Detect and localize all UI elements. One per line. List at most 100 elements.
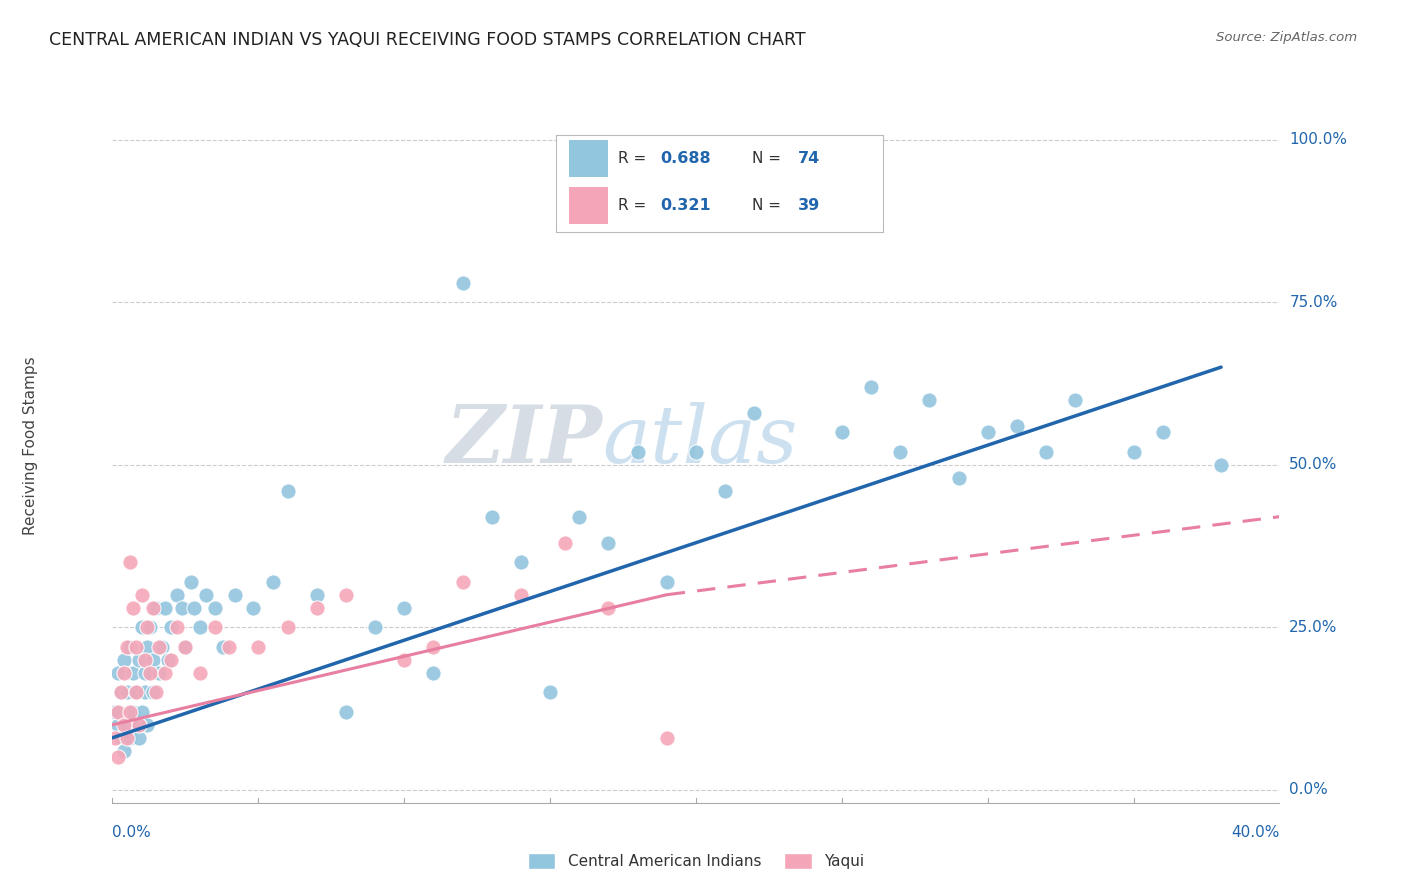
Point xyxy=(131,620,153,634)
Point xyxy=(305,588,328,602)
Point xyxy=(1209,458,1232,472)
Point xyxy=(481,509,503,524)
Point xyxy=(122,705,145,719)
Point xyxy=(134,665,156,680)
Point xyxy=(392,653,416,667)
Text: atlas: atlas xyxy=(603,402,799,480)
Text: 0.0%: 0.0% xyxy=(1289,782,1329,797)
Point xyxy=(247,640,270,654)
Point xyxy=(305,600,328,615)
Point xyxy=(174,640,197,654)
Text: Source: ZipAtlas.com: Source: ZipAtlas.com xyxy=(1216,31,1357,45)
Point xyxy=(142,685,165,699)
Point xyxy=(212,640,235,654)
Point xyxy=(142,600,165,615)
Point xyxy=(122,665,145,680)
Point xyxy=(918,392,941,407)
Point xyxy=(150,640,173,654)
Point xyxy=(115,640,138,654)
Point xyxy=(335,588,357,602)
Point xyxy=(276,620,298,634)
Point xyxy=(107,750,129,764)
Point xyxy=(859,379,883,393)
Point xyxy=(224,588,246,602)
Point xyxy=(626,444,648,458)
Point xyxy=(112,744,135,758)
Point xyxy=(148,640,170,654)
Point xyxy=(1035,444,1057,458)
Point xyxy=(118,640,141,654)
Point xyxy=(115,685,138,699)
Point xyxy=(125,640,148,654)
Point xyxy=(655,574,678,589)
Point xyxy=(131,588,153,602)
Point xyxy=(118,555,141,569)
Point xyxy=(125,685,148,699)
Point xyxy=(188,665,211,680)
Point xyxy=(451,276,474,290)
Text: 25.0%: 25.0% xyxy=(1289,620,1337,635)
Point xyxy=(122,600,145,615)
Point xyxy=(125,718,148,732)
Point xyxy=(136,718,159,732)
Point xyxy=(115,731,138,745)
Point xyxy=(655,731,678,745)
Text: 0.0%: 0.0% xyxy=(112,825,152,840)
Point xyxy=(801,211,824,225)
Point xyxy=(112,653,135,667)
Point xyxy=(392,600,416,615)
Text: ZIP: ZIP xyxy=(446,402,603,480)
Point xyxy=(112,718,135,732)
Point xyxy=(153,600,176,615)
Point xyxy=(115,718,138,732)
Text: 100.0%: 100.0% xyxy=(1289,132,1347,147)
Point xyxy=(183,600,205,615)
Point xyxy=(554,535,576,549)
Point xyxy=(142,653,165,667)
Point xyxy=(335,705,357,719)
Point xyxy=(166,588,188,602)
Point xyxy=(110,685,132,699)
Point xyxy=(128,731,150,745)
Text: 75.0%: 75.0% xyxy=(1289,294,1337,310)
Point xyxy=(156,653,179,667)
Point xyxy=(889,444,911,458)
Point xyxy=(1064,392,1087,407)
Point xyxy=(110,731,132,745)
Point xyxy=(188,620,211,634)
Point xyxy=(107,718,129,732)
Point xyxy=(136,620,159,634)
Point xyxy=(136,640,159,654)
Point xyxy=(174,640,197,654)
Point xyxy=(194,588,217,602)
Point xyxy=(1122,444,1144,458)
Point xyxy=(160,653,183,667)
Point xyxy=(145,600,167,615)
Point xyxy=(1152,425,1174,439)
Text: 50.0%: 50.0% xyxy=(1289,458,1337,472)
Point xyxy=(276,483,298,498)
Point xyxy=(112,665,135,680)
Point xyxy=(148,665,170,680)
Point xyxy=(948,471,970,485)
Point xyxy=(180,574,202,589)
Point xyxy=(685,444,707,458)
Point xyxy=(218,640,240,654)
Point xyxy=(107,665,129,680)
Point xyxy=(831,425,853,439)
Point xyxy=(509,555,531,569)
Point xyxy=(134,685,156,699)
Point xyxy=(134,653,156,667)
Point xyxy=(714,483,737,498)
Text: CENTRAL AMERICAN INDIAN VS YAQUI RECEIVING FOOD STAMPS CORRELATION CHART: CENTRAL AMERICAN INDIAN VS YAQUI RECEIVI… xyxy=(49,31,806,49)
Point xyxy=(118,705,141,719)
Point xyxy=(538,685,561,699)
Point xyxy=(598,535,620,549)
Point xyxy=(125,685,148,699)
Point xyxy=(242,600,264,615)
Point xyxy=(139,665,162,680)
Point xyxy=(204,620,226,634)
Point xyxy=(104,731,127,745)
Point xyxy=(568,509,591,524)
Point xyxy=(118,731,141,745)
